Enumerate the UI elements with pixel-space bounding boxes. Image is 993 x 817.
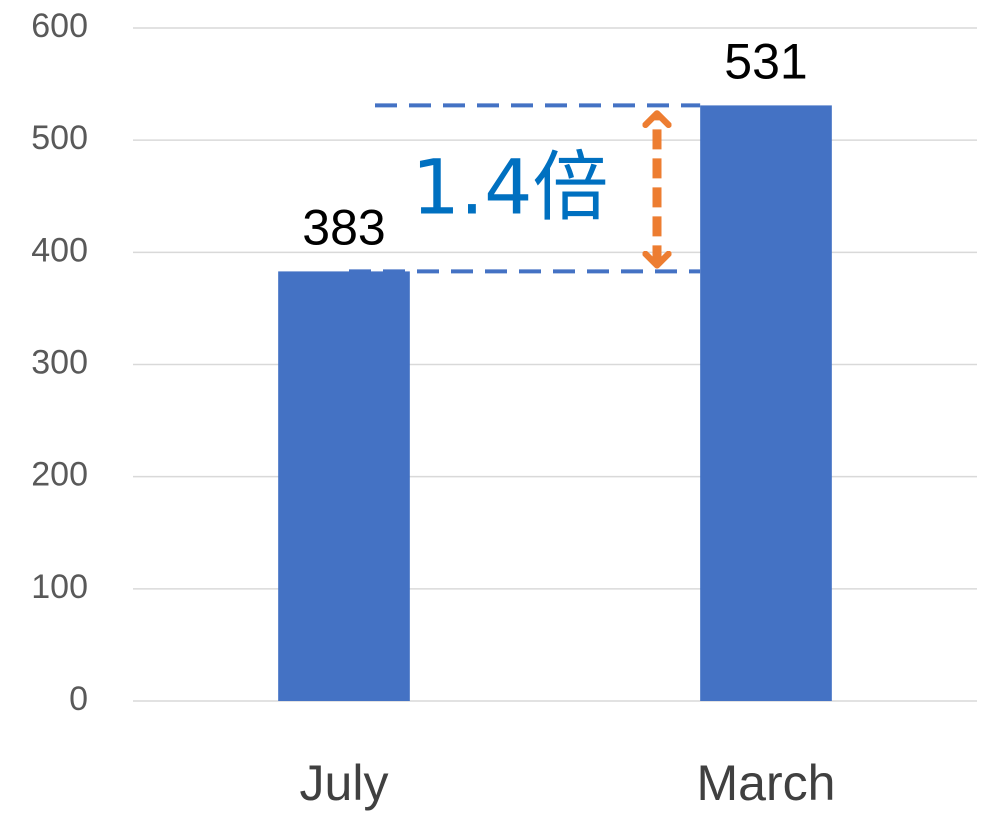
y-tick-label: 400 [31,231,88,269]
data-label: 531 [724,34,807,90]
data-label: 383 [302,200,385,256]
y-tick-label: 100 [31,568,88,606]
x-tick-label: July [300,755,389,811]
y-tick-label: 0 [69,680,88,718]
annotation: 1.4倍 [412,142,609,231]
y-tick-label: 600 [31,7,88,45]
x-tick-label: March [697,755,836,811]
bar [278,271,410,701]
y-tick-label: 500 [31,119,88,157]
bar [700,105,832,701]
y-tick-label: 300 [31,343,88,381]
y-tick-label: 200 [31,456,88,494]
